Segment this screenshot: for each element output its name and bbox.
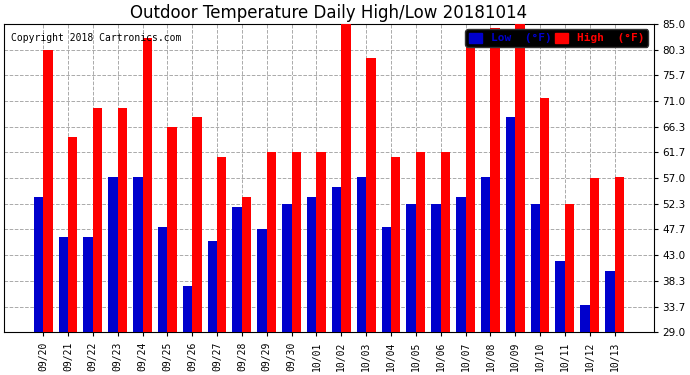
Bar xyxy=(515,24,524,332)
Bar xyxy=(292,152,301,332)
Bar xyxy=(481,177,491,332)
Bar xyxy=(267,152,276,332)
Bar xyxy=(416,152,425,332)
Bar xyxy=(168,128,177,332)
Bar xyxy=(332,187,342,332)
Bar xyxy=(68,137,77,332)
Bar xyxy=(580,305,590,332)
Bar xyxy=(158,226,168,332)
Bar xyxy=(307,197,317,332)
Bar xyxy=(93,108,102,332)
Title: Outdoor Temperature Daily High/Low 20181014: Outdoor Temperature Daily High/Low 20181… xyxy=(130,4,527,22)
Bar xyxy=(431,204,441,332)
Bar xyxy=(193,117,201,332)
Bar xyxy=(257,230,267,332)
Bar xyxy=(282,204,292,332)
Bar xyxy=(540,98,549,332)
Bar xyxy=(59,237,68,332)
Text: Copyright 2018 Cartronics.com: Copyright 2018 Cartronics.com xyxy=(10,33,181,43)
Bar xyxy=(217,157,226,332)
Bar xyxy=(34,197,43,332)
Bar xyxy=(590,178,599,332)
Bar xyxy=(143,38,152,332)
Bar xyxy=(208,242,217,332)
Bar xyxy=(555,261,565,332)
Bar xyxy=(456,197,466,332)
Bar xyxy=(406,204,416,332)
Bar xyxy=(342,18,351,332)
Bar xyxy=(242,197,251,332)
Bar xyxy=(506,117,515,332)
Bar xyxy=(605,271,615,332)
Bar xyxy=(466,38,475,332)
Bar xyxy=(441,152,450,332)
Bar xyxy=(43,50,52,332)
Bar xyxy=(233,207,242,332)
Bar xyxy=(615,177,624,332)
Bar xyxy=(183,286,193,332)
Bar xyxy=(491,28,500,332)
Bar xyxy=(391,157,400,332)
Bar xyxy=(83,237,93,332)
Bar xyxy=(357,177,366,332)
Bar xyxy=(531,204,540,332)
Bar xyxy=(118,108,127,332)
Bar xyxy=(382,226,391,332)
Bar xyxy=(108,177,118,332)
Legend: Low  (°F), High  (°F): Low (°F), High (°F) xyxy=(465,29,648,47)
Bar xyxy=(565,204,574,332)
Bar xyxy=(317,152,326,332)
Bar xyxy=(133,177,143,332)
Bar xyxy=(366,58,375,332)
